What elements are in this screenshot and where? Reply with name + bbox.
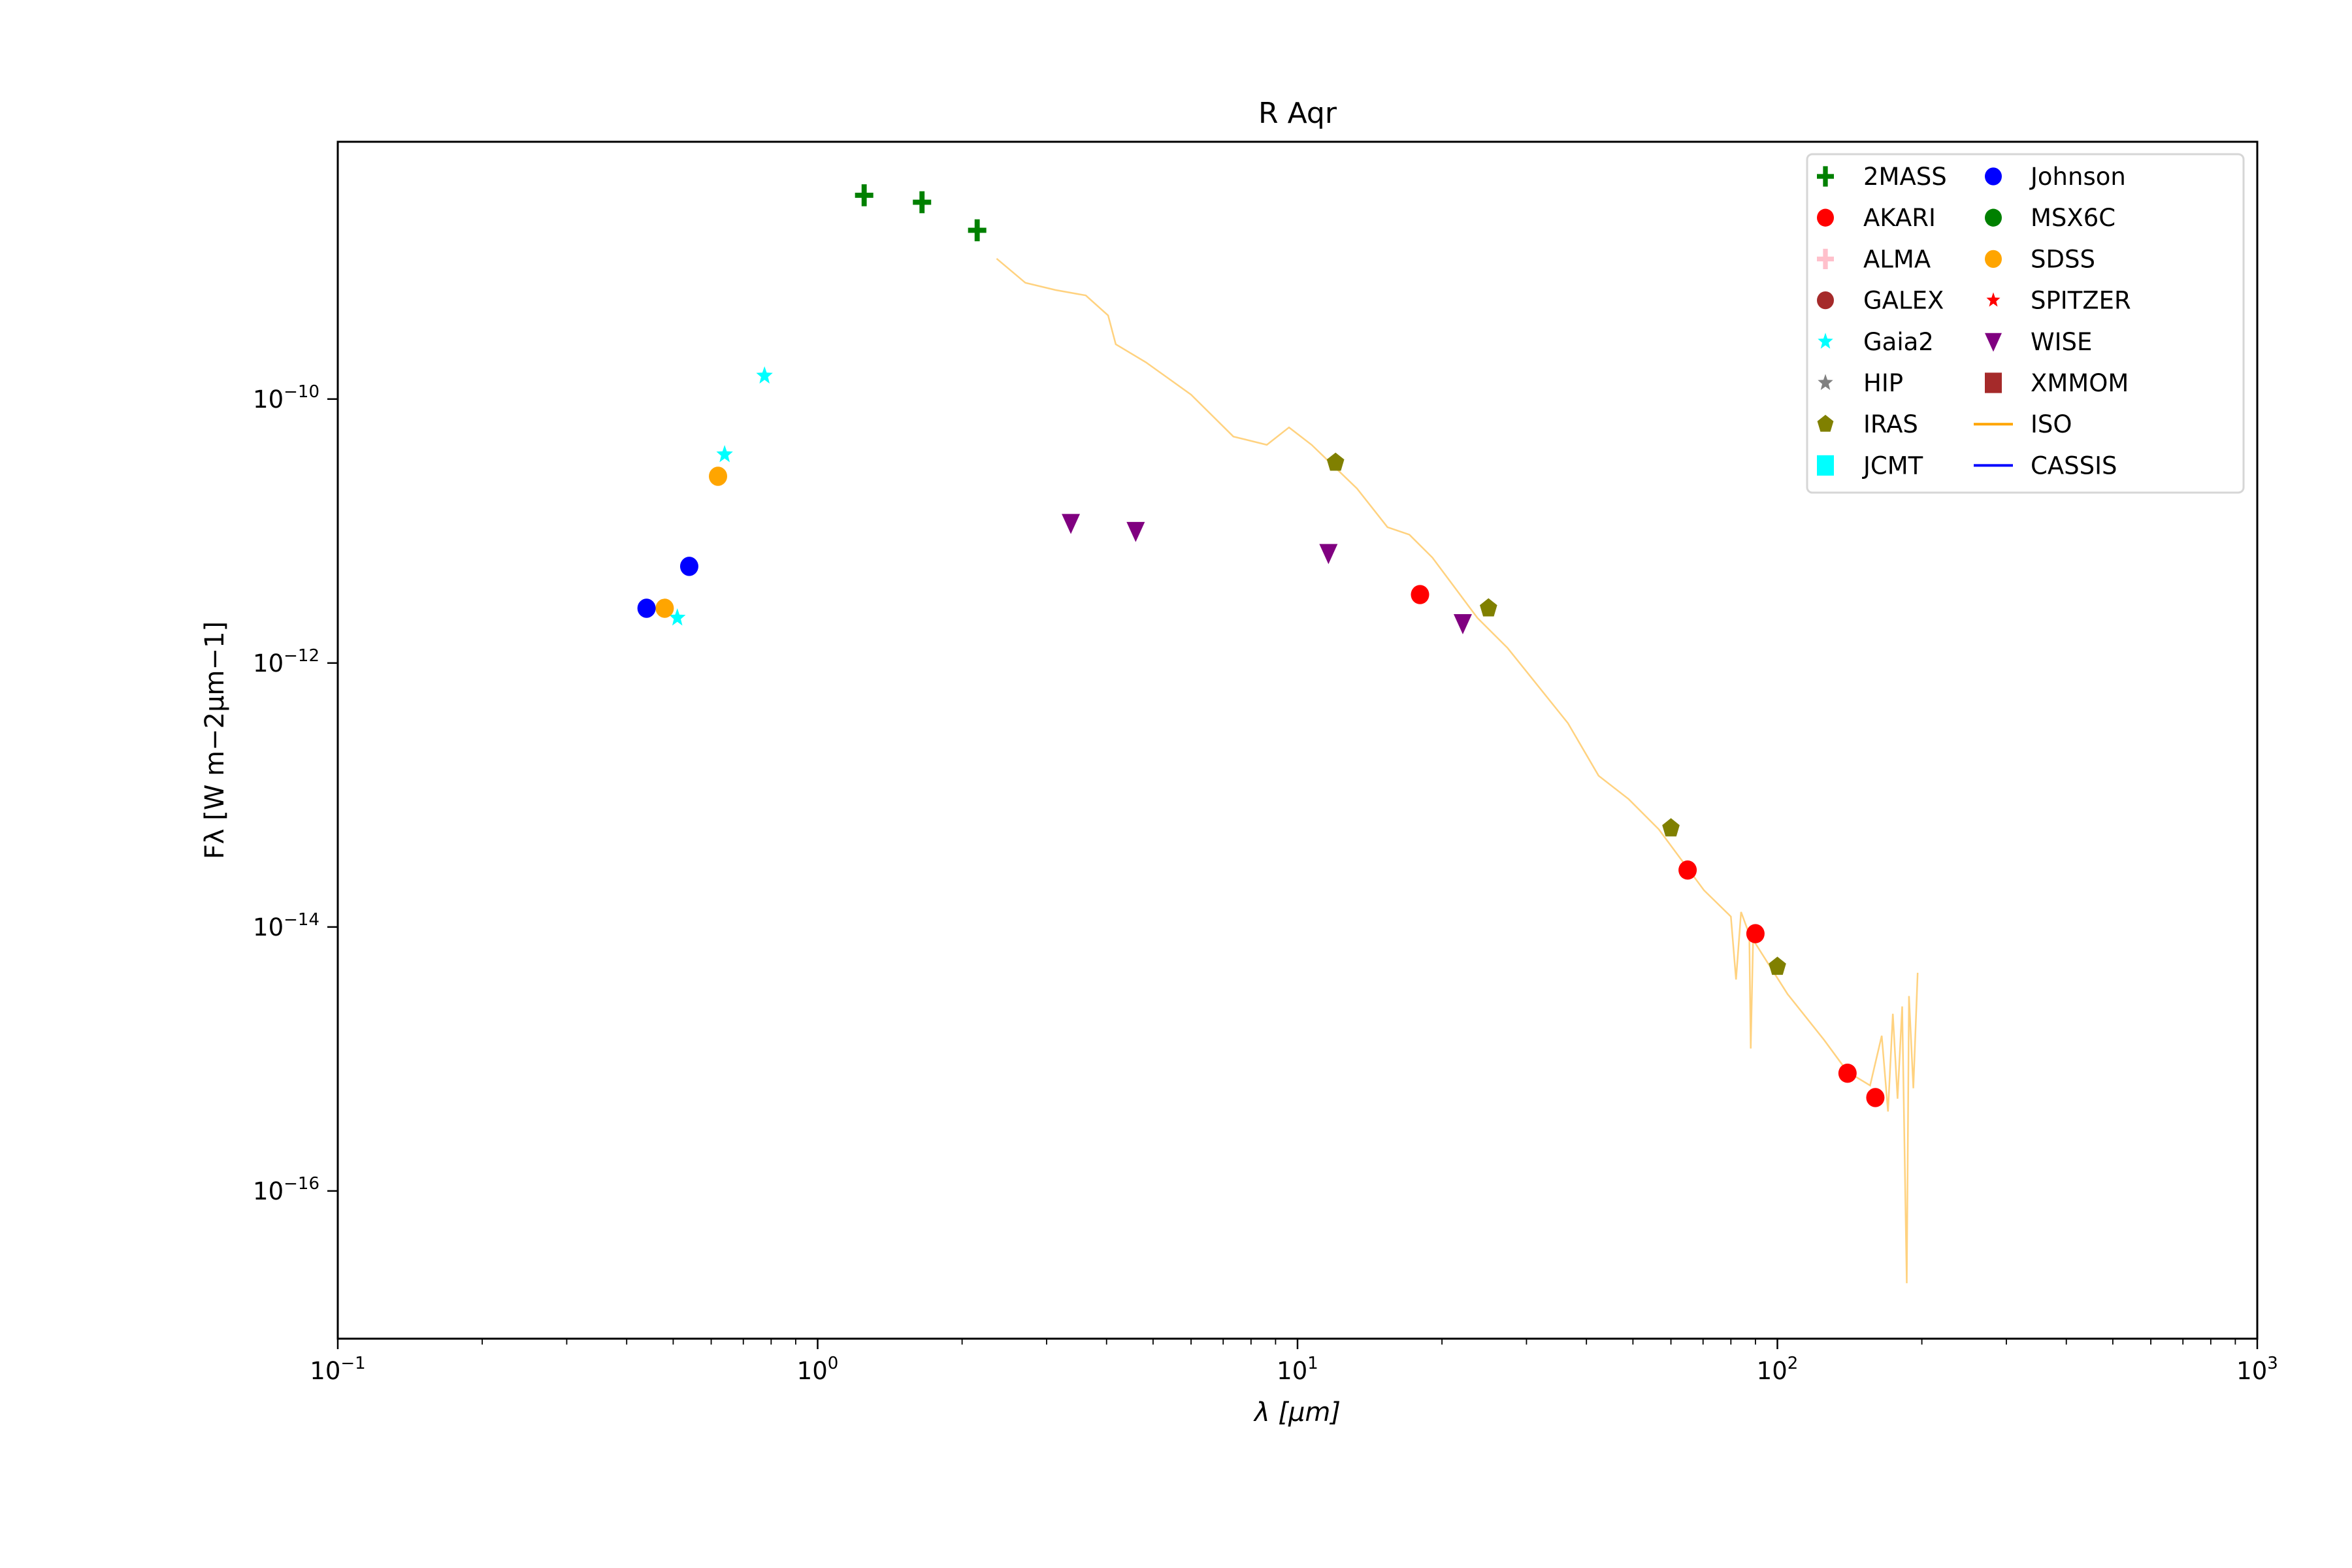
y-tick-label: 10−10 <box>253 382 319 414</box>
legend-label-alma: ALMA <box>1863 245 1931 273</box>
data-point-2mass-v <box>974 219 980 242</box>
data-point-2mass <box>855 184 874 206</box>
legend-label-iso: ISO <box>2031 410 2072 438</box>
legend-marker-jcmt <box>1817 455 1834 476</box>
data-point-akari <box>1746 924 1765 943</box>
legend-marker-msx6c <box>1985 208 2002 227</box>
legend-label-cassis: CASSIS <box>2031 451 2117 480</box>
y-tick-label: 10−16 <box>253 1174 319 1205</box>
data-point-akari <box>1838 1063 1857 1083</box>
legend-marker-wise <box>1985 333 2002 352</box>
legend-box <box>1806 153 2245 494</box>
data-point-iras <box>1769 956 1786 975</box>
data-point-akari <box>1678 860 1697 880</box>
x-axis-label: λ [μm] <box>1253 1397 1341 1428</box>
legend-label-johnson: Johnson <box>2029 163 2126 191</box>
legend-label-gaia2: Gaia2 <box>1863 328 1934 356</box>
data-point-wise <box>1062 514 1081 534</box>
data-point-gaia2 <box>756 366 773 384</box>
legend-label-wise: WISE <box>2031 328 2092 356</box>
legend-label-spitzer: SPITZER <box>2031 287 2131 315</box>
legend-label-xmmom: XMMOM <box>2031 369 2129 397</box>
data-point-johnson <box>679 557 698 576</box>
legend-marker-iras <box>1817 414 1834 432</box>
legend-label-sdss: SDSS <box>2031 245 2095 273</box>
data-point-akari <box>1866 1088 1885 1107</box>
data-point-2mass-v <box>861 184 867 206</box>
data-point-gaia2 <box>716 445 733 463</box>
x-tick-label: 102 <box>1757 1354 1799 1385</box>
data-point-wise <box>1319 544 1338 564</box>
data-point-2mass <box>913 191 932 214</box>
legend-marker-spitzer <box>1986 292 2001 307</box>
legend-marker-2mass <box>1817 166 1834 187</box>
data-point-sdss <box>655 598 674 618</box>
legend-marker-xmmom <box>1985 372 2002 393</box>
x-tick-label: 10−1 <box>310 1354 365 1385</box>
legend-label-msx6c: MSX6C <box>2031 204 2115 232</box>
legend-marker-alma <box>1817 248 1834 269</box>
data-point-2mass-v <box>919 191 925 214</box>
legend-marker-alma-v <box>1823 248 1828 269</box>
legend-label-iras: IRAS <box>1863 410 1918 438</box>
data-point-sdss <box>709 466 728 486</box>
legend-marker-2mass-v <box>1823 166 1828 187</box>
legend-marker-hip <box>1818 374 1833 390</box>
data-point-akari <box>1411 585 1429 604</box>
data-point-iras <box>1326 452 1345 471</box>
x-tick-label: 103 <box>2236 1354 2278 1385</box>
data-point-wise <box>1453 614 1472 634</box>
x-tick-label: 101 <box>1277 1354 1318 1385</box>
data-point-2mass <box>968 219 987 242</box>
data-point-johnson <box>637 598 656 618</box>
legend-label-jcmt: JCMT <box>1862 451 1923 480</box>
axis-ticks: 10−1 100 101 102 103 10−10 10−12 10−14 10−16 <box>253 382 2278 1385</box>
legend-marker-galex <box>1817 291 1834 310</box>
legend-marker-johnson <box>1985 167 2002 186</box>
legend-label-hip: HIP <box>1863 369 1903 397</box>
legend-label-akari: AKARI <box>1863 204 1936 232</box>
legend-label-galex: GALEX <box>1863 287 1944 315</box>
y-tick-label: 10−12 <box>253 646 319 678</box>
legend: 2MASS AKARI ALMA GALEX Gaia2 HIP IRAS JCMT Johns… <box>1806 153 2245 494</box>
y-axis-label: Fλ [W m−2μm−1] <box>200 621 230 859</box>
legend-label-2mass: 2MASS <box>1863 163 1947 191</box>
legend-marker-sdss <box>1985 250 2002 269</box>
x-tick-label: 100 <box>797 1354 839 1385</box>
chart-title: R Aqr <box>1258 97 1337 130</box>
legend-marker-akari <box>1817 208 1834 227</box>
y-tick-label: 10−14 <box>253 910 319 941</box>
legend-marker-gaia2 <box>1818 333 1833 349</box>
data-point-iras <box>1480 598 1497 617</box>
plot-marks <box>637 184 1919 1284</box>
data-point-gaia2 <box>669 608 686 626</box>
data-point-iras <box>1662 818 1680 837</box>
series-line-iso <box>996 257 1919 1284</box>
data-point-wise <box>1126 521 1145 542</box>
